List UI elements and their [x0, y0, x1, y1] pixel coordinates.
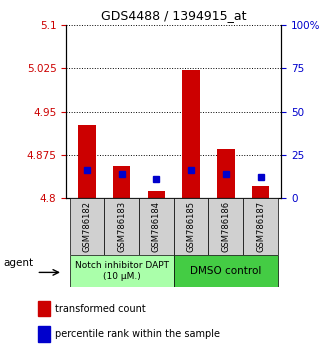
FancyBboxPatch shape: [243, 198, 278, 255]
Text: GSM786187: GSM786187: [256, 201, 265, 252]
Text: GSM786183: GSM786183: [117, 201, 126, 252]
FancyBboxPatch shape: [70, 255, 174, 287]
Text: GSM786185: GSM786185: [187, 201, 196, 252]
Text: DMSO control: DMSO control: [190, 266, 261, 276]
Bar: [217, 149, 234, 198]
Title: GDS4488 / 1394915_at: GDS4488 / 1394915_at: [101, 9, 247, 22]
Bar: [148, 191, 165, 198]
Bar: [182, 70, 200, 198]
Bar: [78, 125, 96, 198]
FancyBboxPatch shape: [209, 198, 243, 255]
Bar: [113, 166, 130, 198]
Bar: [38, 326, 50, 342]
FancyBboxPatch shape: [174, 255, 278, 287]
Bar: [38, 301, 50, 316]
FancyBboxPatch shape: [139, 198, 174, 255]
FancyBboxPatch shape: [174, 198, 209, 255]
Text: Notch inhibitor DAPT
(10 μM.): Notch inhibitor DAPT (10 μM.): [75, 261, 169, 280]
Text: GSM786186: GSM786186: [221, 201, 230, 252]
Text: GSM786184: GSM786184: [152, 201, 161, 252]
Bar: [252, 185, 269, 198]
Text: agent: agent: [3, 258, 33, 268]
Text: GSM786182: GSM786182: [82, 201, 91, 252]
FancyBboxPatch shape: [70, 198, 104, 255]
Text: percentile rank within the sample: percentile rank within the sample: [55, 329, 220, 339]
FancyBboxPatch shape: [104, 198, 139, 255]
Text: transformed count: transformed count: [55, 303, 146, 314]
